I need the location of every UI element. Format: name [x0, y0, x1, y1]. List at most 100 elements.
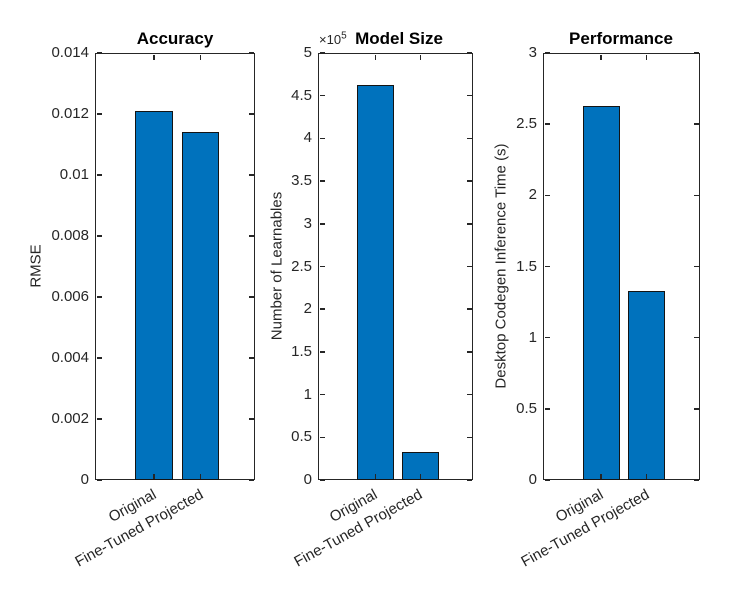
- y-tick-mark: [96, 357, 102, 359]
- y-tick-label: 0.008: [51, 227, 89, 244]
- y-tick-mark: [693, 336, 699, 339]
- y-tick-label: 0.014: [51, 44, 89, 61]
- y-tick-label: 1: [303, 385, 312, 403]
- y-tick-mark: [319, 308, 325, 310]
- y-tick-label: 4.5: [291, 86, 312, 104]
- exponent-power: 5: [341, 30, 347, 42]
- y-tick-mark: [544, 52, 550, 54]
- y-tick-mark: [248, 113, 254, 115]
- bar-original: [135, 110, 173, 480]
- y-tick-mark: [466, 180, 472, 182]
- y-tick-label: 0.006: [51, 288, 89, 305]
- exponent-base: ×10: [319, 32, 342, 47]
- y-tick-label: 2: [303, 300, 312, 318]
- plot-area: [95, 53, 255, 480]
- y-tick-label: 1.5: [291, 342, 312, 360]
- x-tick-mark: [199, 54, 202, 60]
- y-tick-label: 0.004: [51, 349, 89, 366]
- y-tick-label: 2: [528, 186, 537, 204]
- y-tick-mark: [319, 52, 325, 54]
- y-tick-mark: [466, 393, 472, 396]
- y-tick-label: 0.5: [516, 399, 537, 417]
- y-tick-mark: [319, 436, 325, 439]
- y-tick-mark: [319, 479, 325, 481]
- y-axis-label: Desktop Codegen Inference Time (s): [492, 143, 510, 389]
- x-tick-mark: [199, 473, 202, 479]
- x-tick-mark: [374, 473, 377, 479]
- y-tick-label: 2.5: [291, 257, 312, 275]
- y-tick-mark: [466, 137, 472, 140]
- y-tick-mark: [96, 418, 102, 420]
- y-tick-mark: [466, 223, 472, 225]
- bar-fine-tuned-projected: [402, 451, 439, 480]
- y-tick-label: 0.5: [291, 428, 312, 446]
- y-tick-mark: [693, 265, 699, 268]
- y-tick-mark: [96, 235, 102, 237]
- y-tick-mark: [544, 336, 550, 339]
- chart-title: Model Size: [355, 29, 443, 48]
- y-tick-mark: [96, 296, 102, 298]
- y-tick-mark: [466, 94, 472, 97]
- y-tick-mark: [96, 479, 102, 481]
- y-tick-mark: [544, 194, 550, 197]
- y-tick-mark: [466, 52, 472, 54]
- x-tick-mark: [600, 54, 602, 60]
- y-tick-label: 1: [528, 328, 537, 346]
- x-tick-mark: [419, 54, 422, 60]
- plot-area: [543, 53, 700, 480]
- y-tick-label: 3: [303, 214, 312, 232]
- y-tick-mark: [466, 436, 472, 439]
- x-tick-mark: [645, 473, 648, 479]
- x-tick-mark: [419, 473, 422, 479]
- y-tick-mark: [466, 265, 472, 268]
- chart-title: Accuracy: [136, 29, 214, 48]
- y-tick-mark: [248, 235, 254, 237]
- y-tick-mark: [319, 137, 325, 140]
- y-tick-label: 1.5: [516, 257, 537, 275]
- y-tick-mark: [248, 418, 254, 420]
- y-tick-mark: [248, 296, 254, 298]
- y-tick-mark: [319, 265, 325, 268]
- y-tick-mark: [319, 180, 325, 182]
- y-tick-label: 0.012: [51, 105, 89, 122]
- y-tick-mark: [248, 174, 254, 176]
- y-tick-mark: [96, 52, 102, 54]
- x-tick-mark: [374, 54, 377, 60]
- y-tick-label: 0: [80, 471, 89, 488]
- y-tick-mark: [319, 393, 325, 396]
- y-tick-mark: [319, 94, 325, 97]
- y-tick-mark: [466, 308, 472, 310]
- y-tick-mark: [319, 351, 325, 353]
- y-tick-label: 5: [303, 44, 312, 61]
- y-tick-mark: [544, 265, 550, 268]
- y-tick-mark: [466, 351, 472, 353]
- bar-fine-tuned-projected: [628, 290, 666, 480]
- y-tick-label: 0.002: [51, 410, 89, 427]
- y-tick-mark: [248, 479, 254, 481]
- y-tick-mark: [693, 194, 699, 197]
- x-tick-mark: [645, 54, 648, 60]
- y-tick-mark: [96, 174, 102, 176]
- plot-area: [318, 53, 473, 480]
- y-tick-label: 0: [303, 471, 312, 488]
- x-tick-mark: [153, 54, 155, 60]
- y-tick-label: 3: [528, 44, 537, 61]
- bar-original: [357, 84, 394, 480]
- y-tick-label: 0.01: [59, 166, 89, 183]
- x-tick-mark: [153, 473, 155, 479]
- y-tick-label: 0: [528, 471, 537, 488]
- y-tick-label: 4: [303, 129, 312, 147]
- bar-original: [582, 105, 620, 480]
- y-tick-mark: [319, 223, 325, 225]
- bar-fine-tuned-projected: [181, 132, 220, 480]
- y-tick-mark: [248, 52, 254, 54]
- chart-title: Performance: [569, 29, 673, 48]
- y-tick-mark: [544, 479, 550, 481]
- y-tick-mark: [693, 479, 699, 481]
- y-axis-exponent-label: ×105: [319, 30, 347, 47]
- y-tick-label: 3.5: [291, 172, 312, 190]
